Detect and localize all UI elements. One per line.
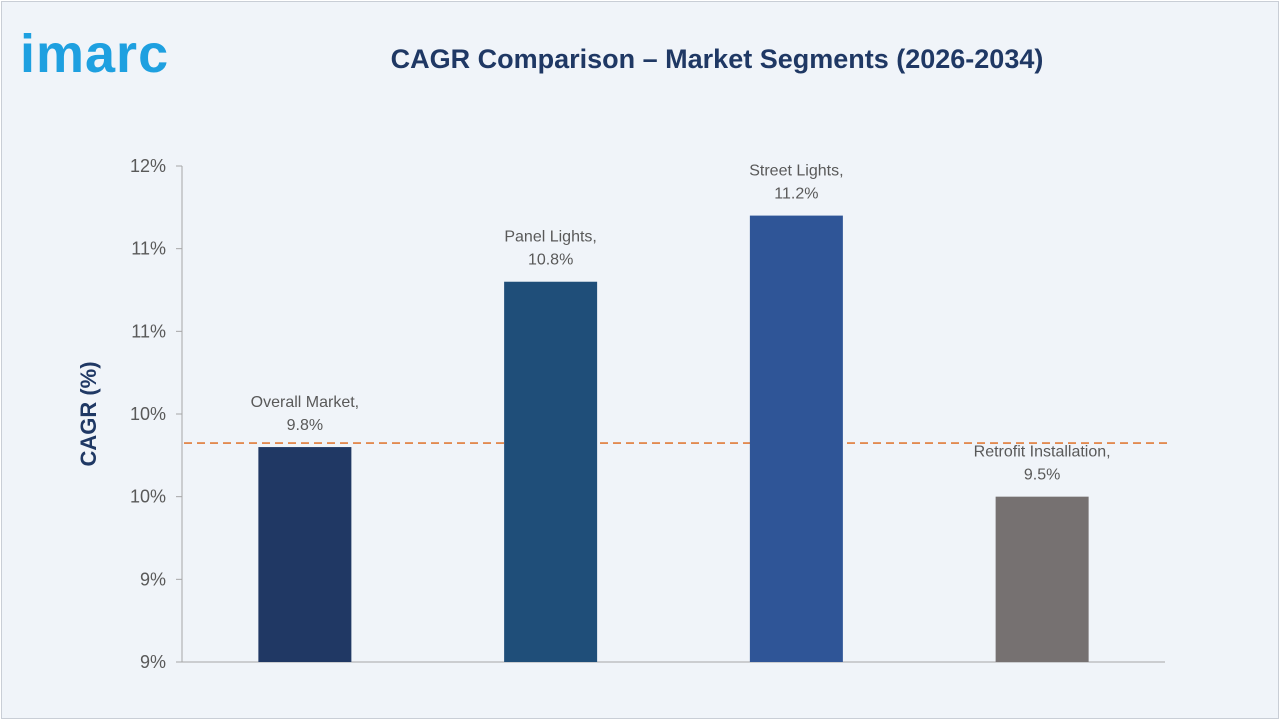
y-tick-label: 9%: [140, 569, 166, 589]
y-tick-label: 12%: [130, 156, 166, 176]
y-axis-title: CAGR (%): [76, 361, 101, 466]
data-label-value: 9.5%: [1024, 467, 1060, 484]
bar-street-lights: [749, 215, 843, 662]
data-label-value: 9.8%: [287, 417, 323, 434]
bar-retrofit-installation: [995, 496, 1089, 662]
data-label: Street Lights,: [749, 163, 843, 180]
y-tick-label: 11%: [131, 239, 166, 259]
y-tick-label: 11%: [131, 321, 166, 341]
y-tick-label: 10%: [130, 487, 166, 507]
chart-title: CAGR Comparison – Market Segments (2026-…: [390, 44, 1044, 74]
bar-overall-market: [258, 447, 352, 662]
data-label: Overall Market,: [251, 394, 359, 411]
logo-text: imarc: [20, 24, 169, 80]
y-tick-label: 9%: [140, 652, 166, 672]
data-label-value: 10.8%: [528, 252, 573, 269]
imarc-logo: imarc: [20, 24, 169, 80]
data-label-value: 11.2%: [774, 186, 818, 203]
data-label: Panel Lights,: [504, 229, 597, 246]
data-label: Retrofit Installation,: [974, 444, 1111, 461]
y-tick-label: 10%: [130, 404, 166, 424]
bar-panel-lights: [504, 281, 598, 662]
